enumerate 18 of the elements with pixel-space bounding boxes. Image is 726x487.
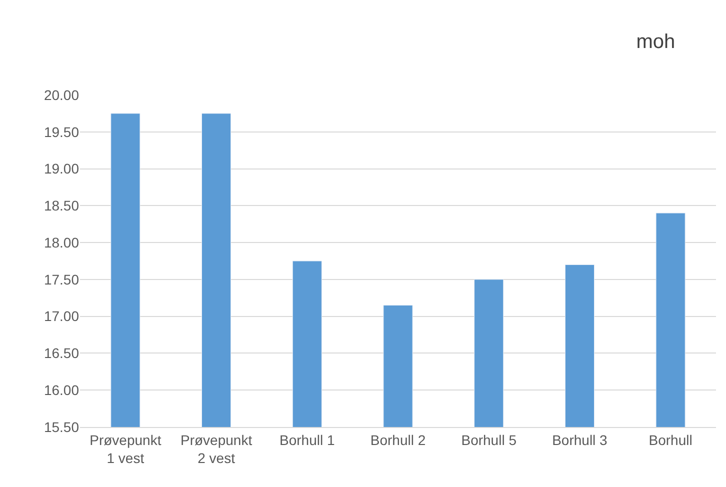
y-tick-label: 19.00 — [44, 160, 80, 177]
y-tick-label: 15.50 — [44, 418, 80, 435]
x-tick-label: Prøvepunkt 2 vest — [180, 432, 252, 466]
x-tick-label: Prøvepunkt 1 vest — [90, 432, 162, 466]
y-tick-label: 17.50 — [44, 271, 80, 288]
y-tick-label: 18.50 — [44, 198, 80, 214]
x-tick-label: Borhull 1 — [280, 432, 335, 448]
y-tick-label: 17.00 — [44, 308, 80, 324]
x-tick-label: Borhull — [648, 432, 692, 448]
chart-title: moh — [636, 31, 676, 54]
x-tick-label: Borhull 3 — [552, 432, 608, 448]
y-tick-label: 16.50 — [44, 345, 80, 362]
y-tick-label: 20.00 — [44, 86, 80, 103]
y-tick-label: 19.50 — [44, 124, 80, 140]
y-tick-label: 18.00 — [44, 234, 80, 250]
x-tick-label: Borhull 2 — [370, 432, 426, 448]
y-tick-label: 16.00 — [44, 382, 80, 398]
x-tick-label: Borhull 5 — [461, 432, 517, 448]
